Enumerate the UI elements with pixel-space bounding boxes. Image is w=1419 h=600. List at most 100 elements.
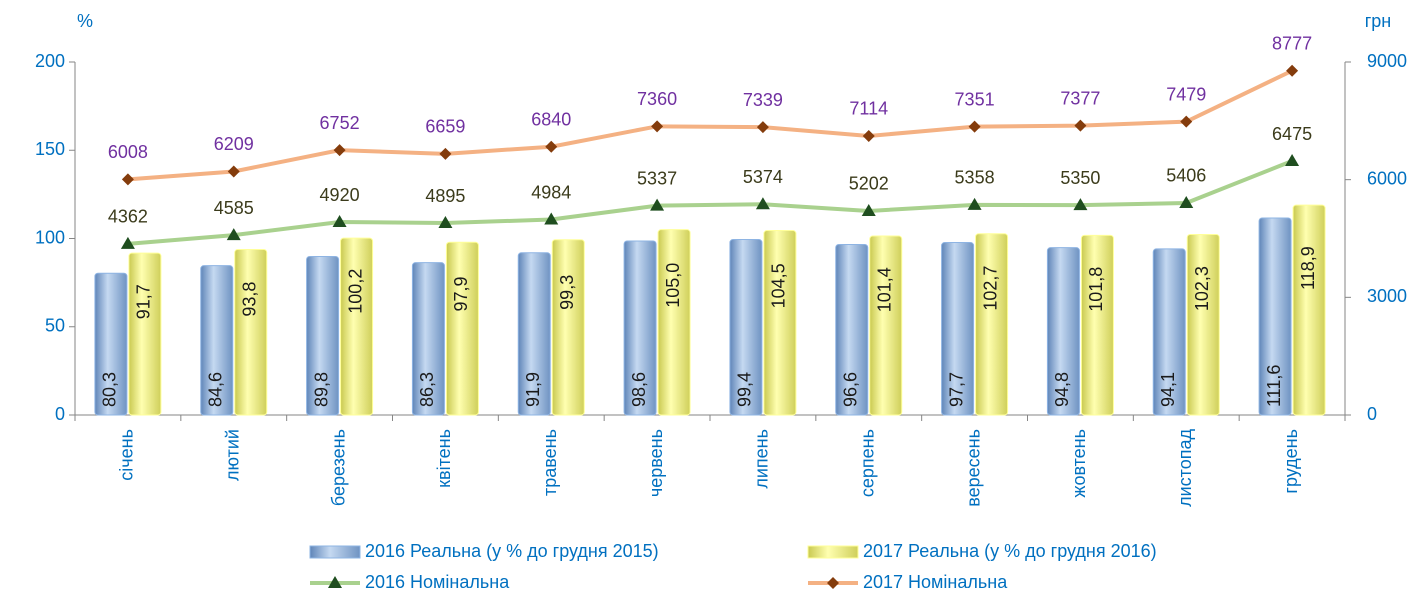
x-tick-label: липень — [752, 429, 772, 489]
marker — [439, 147, 452, 160]
marker — [1180, 115, 1193, 128]
y2-tick-label: 0 — [1367, 404, 1377, 424]
bar — [306, 256, 340, 416]
line-value-label: 5350 — [1060, 168, 1100, 188]
marker — [650, 198, 665, 211]
bar — [1186, 233, 1220, 416]
bar-value-label: 100,2 — [345, 269, 365, 314]
y2-tick-label: 6000 — [1367, 168, 1407, 188]
marker — [651, 120, 664, 133]
line-value-label: 7114 — [849, 99, 888, 119]
marker — [121, 173, 134, 186]
legend-marker — [827, 577, 839, 589]
bar-value-label: 98,6 — [629, 372, 649, 407]
bar-value-label: 94,8 — [1052, 372, 1072, 407]
line-value-label: 4920 — [320, 185, 360, 205]
bar-value-label: 93,8 — [240, 282, 260, 317]
marker — [1074, 119, 1087, 132]
y-tick-label: 100 — [35, 227, 65, 247]
line-value-label: 7377 — [1060, 88, 1100, 108]
bar — [941, 242, 975, 416]
line-value-label: 6008 — [108, 142, 148, 162]
line-value-label: 5406 — [1166, 166, 1206, 186]
line-value-label: 4984 — [531, 182, 571, 202]
bar-value-label: 104,5 — [769, 263, 789, 308]
bar — [94, 272, 128, 416]
line-value-label: 6475 — [1272, 124, 1312, 144]
line-value-label: 4362 — [108, 207, 148, 227]
bar-value-label: 102,3 — [1192, 266, 1212, 311]
bar — [1080, 234, 1114, 416]
y-axis-title: % — [77, 11, 93, 31]
x-tick-label: жовтень — [1069, 429, 1089, 498]
bar-value-label: 101,4 — [875, 267, 895, 312]
marker — [544, 212, 559, 225]
y2-axis-title: грн — [1365, 11, 1392, 31]
bar — [1152, 248, 1186, 416]
line-value-label: 6840 — [531, 109, 571, 129]
bar — [517, 252, 551, 416]
bar — [551, 239, 585, 416]
line-value-label: 4585 — [214, 198, 254, 218]
bar — [1292, 204, 1326, 416]
bar-value-label: 94,1 — [1158, 372, 1178, 407]
bar-value-label: 99,4 — [735, 372, 755, 407]
bar — [445, 241, 479, 416]
marker — [333, 144, 346, 157]
x-tick-label: лютий — [223, 429, 243, 481]
x-tick-label: квітень — [434, 429, 454, 488]
bar — [835, 244, 869, 416]
y2-tick-label: 9000 — [1367, 51, 1407, 71]
line-value-label: 5374 — [743, 167, 783, 187]
marker — [545, 140, 558, 153]
x-tick-label: березень — [328, 429, 348, 506]
marker — [861, 203, 876, 216]
bar — [623, 240, 657, 416]
legend-label: 2017 Номінальна — [863, 572, 1008, 592]
bar-value-label: 86,3 — [417, 372, 437, 407]
bar — [1258, 217, 1292, 416]
bar-value-label: 111,6 — [1264, 365, 1284, 407]
bar-value-label: 102,7 — [980, 266, 1000, 311]
line-value-label: 6209 — [214, 134, 254, 154]
x-tick-label: січень — [117, 429, 137, 481]
bar-value-label: 101,8 — [1086, 267, 1106, 312]
bar-value-label: 91,9 — [523, 372, 543, 407]
marker — [227, 165, 240, 178]
x-tick-label: травень — [540, 429, 560, 496]
bar-value-label: 97,7 — [946, 372, 966, 407]
y2-tick-label: 3000 — [1367, 286, 1407, 306]
bar — [729, 239, 763, 416]
marker — [1286, 64, 1299, 77]
line-value-label: 6752 — [320, 113, 360, 133]
x-tick-label: листопад — [1175, 429, 1195, 507]
line-value-label: 7339 — [743, 90, 783, 110]
bar — [763, 230, 797, 416]
x-tick-label: грудень — [1281, 429, 1301, 494]
bar — [869, 235, 903, 416]
bar — [657, 229, 691, 416]
marker — [968, 120, 981, 133]
line-value-label: 7479 — [1166, 84, 1206, 104]
bar — [128, 252, 162, 416]
bar-value-label: 80,3 — [100, 372, 120, 407]
bar — [1046, 247, 1080, 416]
bar — [340, 237, 374, 416]
y-tick-label: 200 — [35, 51, 65, 71]
bar-value-label: 97,9 — [451, 277, 471, 312]
line — [127, 159, 1293, 246]
marker — [332, 215, 347, 228]
marker — [438, 216, 453, 229]
x-tick-label: серпень — [858, 429, 878, 497]
line-value-label: 5202 — [849, 174, 889, 194]
marker — [226, 228, 241, 241]
bar-value-label: 118,9 — [1298, 246, 1318, 290]
line-value-label: 8777 — [1272, 33, 1312, 53]
line-value-label: 5358 — [955, 168, 995, 188]
bar-value-label: 99,3 — [557, 275, 577, 310]
y-tick-label: 50 — [45, 316, 65, 336]
bar — [411, 262, 445, 416]
legend-swatch — [807, 545, 859, 559]
legend-label: 2016 Реальна (у % до грудня 2015) — [365, 541, 659, 561]
